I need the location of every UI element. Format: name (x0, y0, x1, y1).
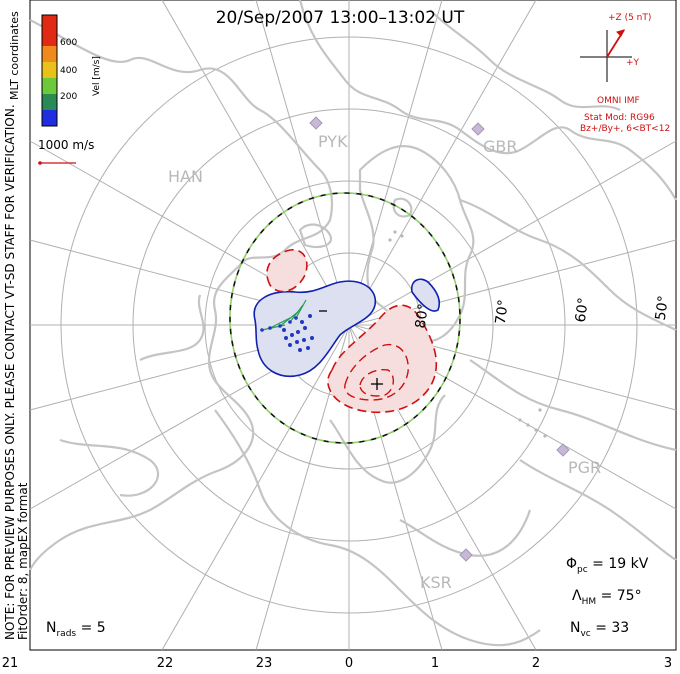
stat-nrads-sub: rads (56, 628, 77, 639)
vector-scale-label: 1000 m/s (38, 138, 95, 152)
mlt-label-0: 0 (344, 656, 354, 671)
fit-order-line: FitOrder: 8, mapEX format (16, 482, 30, 640)
velocity-color-bar (41, 14, 58, 127)
color-scale-tick-600: 600 (60, 38, 78, 48)
latitude-label-50: 50° (652, 294, 673, 322)
imf-source: OMNI IMF (597, 96, 640, 106)
stat-nrads-value: = 5 (80, 620, 106, 636)
stat-phi-value: = 19 kV (592, 556, 649, 572)
mlt-label-22: 22 (156, 656, 174, 671)
stat-n-rads: Nrads = 5 (46, 620, 106, 639)
stat-lambda-symbol: Λ (572, 588, 582, 604)
stat-phi-sub: pc (577, 564, 588, 575)
stat-lambda-value: = 75° (600, 588, 642, 604)
stat-n-vc: Nvc = 33 (570, 620, 629, 639)
latitude-label-70: 70° (492, 298, 513, 326)
station-label-pyk: PYK (318, 132, 348, 151)
mlt-label-3: 3 (663, 656, 673, 671)
station-label-ksr: KSR (420, 573, 452, 592)
latitude-label-80: 80° (412, 302, 433, 330)
potential-extrema (319, 310, 383, 390)
station-label-pgr: PGR (568, 458, 602, 477)
stat-nrads-symbol: N (46, 620, 57, 636)
stat-lambda-sub: HM (581, 596, 597, 607)
preview-note: NOTE: FOR PREVIEW PURPOSES ONLY. PLEASE … (3, 104, 30, 640)
imf-stat-mod: Stat Mod: RG96 (584, 113, 655, 123)
station-marker-ksr (459, 548, 473, 562)
station-marker-pyk (309, 116, 323, 130)
station-markers (309, 116, 570, 562)
color-scale-title: Vel [m/s] (92, 56, 102, 96)
mlt-label-21: 21 (1, 656, 19, 671)
background-points (388, 230, 547, 438)
imf-condition: Bz+/By+, 6<BT<12 (580, 124, 671, 134)
potential-contours (229, 192, 461, 444)
color-scale-tick-400: 400 (60, 66, 78, 76)
stat-nvc-symbol: N (570, 620, 581, 636)
stat-nvc-sub: vc (580, 628, 591, 639)
color-scale-tick-200: 200 (60, 92, 78, 102)
station-marker-gbr (471, 122, 485, 136)
vector-scale (38, 161, 76, 165)
mlt-label-1: 1 (430, 656, 440, 671)
positive-cell (327, 304, 438, 414)
station-label-han: HAN (168, 167, 203, 186)
stat-lambda-hm: ΛHM = 75° (572, 588, 642, 607)
mlt-label-2: 2 (531, 656, 541, 671)
latitude-label-60: 60° (572, 296, 593, 324)
mlt-label-23: 23 (255, 656, 273, 671)
imf-z-label: +Z (5 nT) (608, 13, 652, 23)
velocity-vectors (260, 299, 314, 352)
stat-phi-symbol: Φ (566, 556, 578, 572)
stat-nvc-value: = 33 (595, 620, 630, 636)
imf-clock (580, 29, 632, 82)
map-title: 20/Sep/2007 13:00–13:02 UT (215, 8, 465, 28)
imf-y-label: +Y (626, 58, 640, 68)
station-label-gbr: GBR (483, 137, 518, 156)
negative-cell (253, 280, 376, 377)
station-marker-pgr (556, 443, 570, 457)
coordinates-label: MLT coordinates (8, 11, 21, 100)
stat-phi-pc: Φpc = 19 kV (566, 556, 648, 575)
